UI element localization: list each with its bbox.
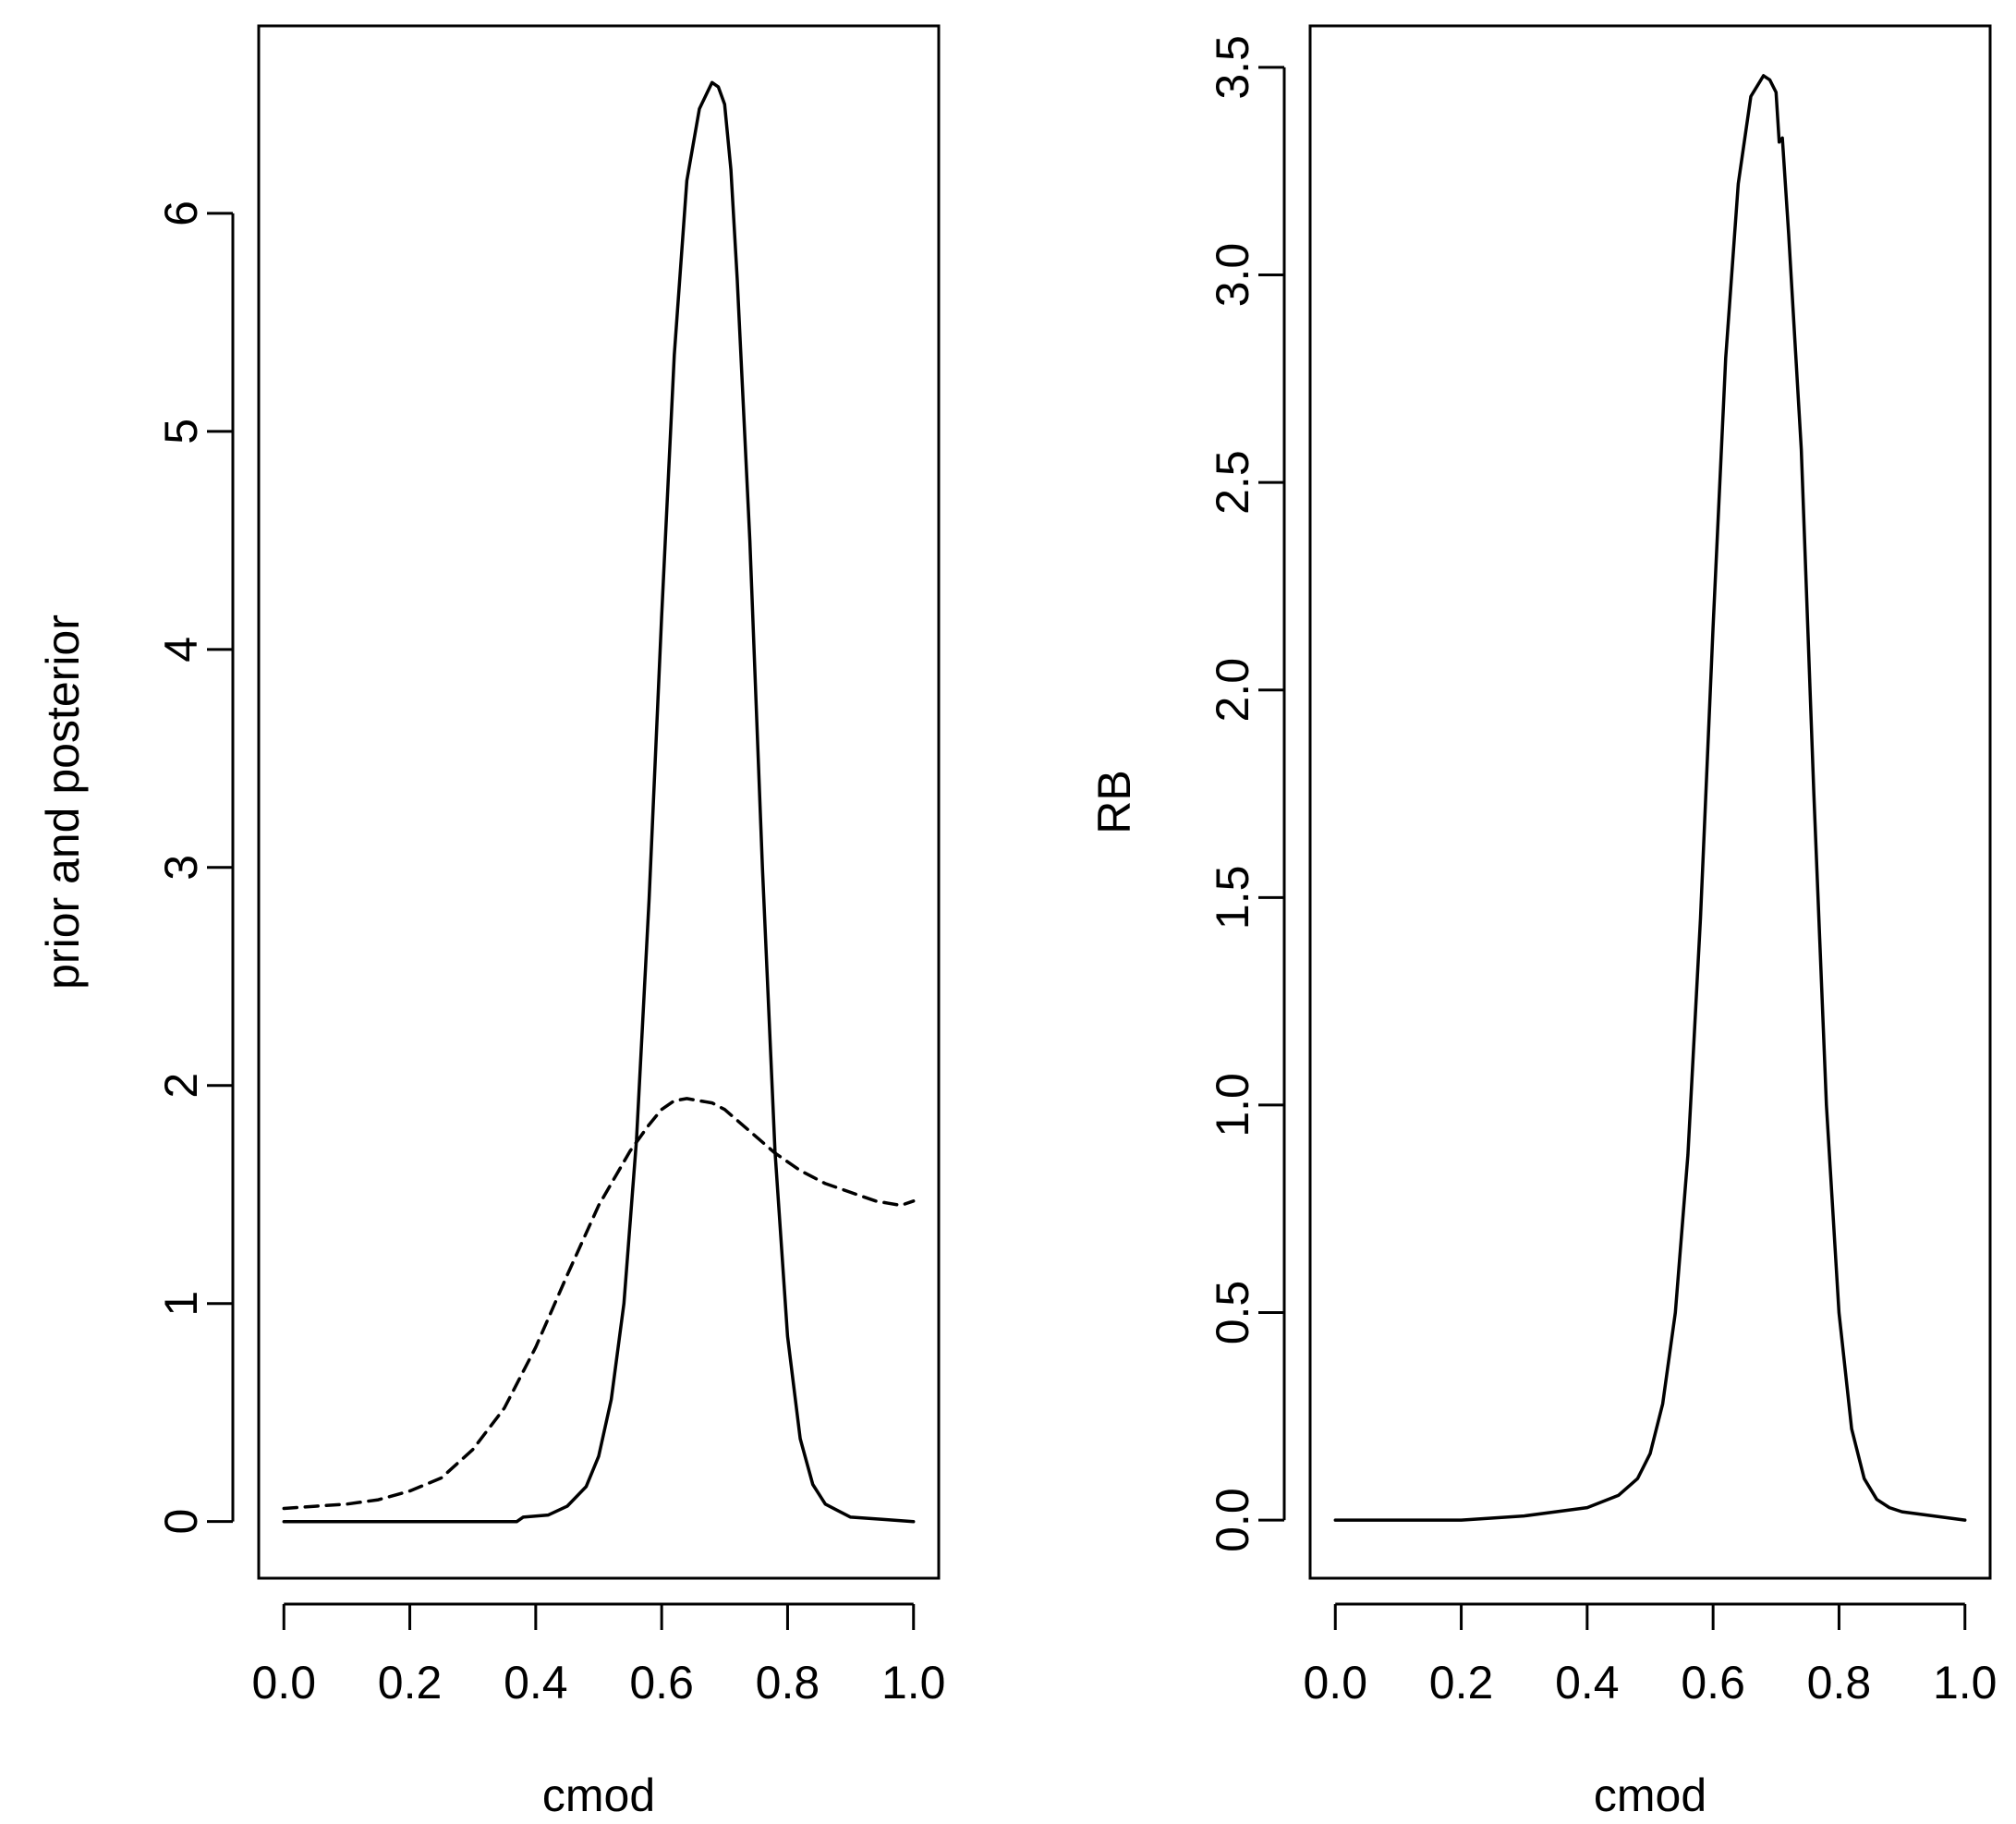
- x-tick-label: 0.4: [504, 1657, 568, 1708]
- x-tick-label: 0.2: [378, 1657, 443, 1708]
- y-tick-label: 2: [155, 1073, 207, 1099]
- x-tick-label: 0.0: [1304, 1657, 1368, 1708]
- y-tick-label: 3.0: [1207, 243, 1258, 308]
- plot-frame: [1308, 24, 1992, 1580]
- y-tick-label: 4: [155, 637, 207, 663]
- x-tick-label: 0.0: [252, 1657, 317, 1708]
- x-axis-label: cmod: [1594, 1769, 1706, 1821]
- solid-density-line: [1333, 74, 1967, 1522]
- y-tick-label: 5: [155, 419, 207, 444]
- x-tick-label: 1.0: [881, 1657, 946, 1708]
- x-tick-label: 0.6: [1681, 1657, 1745, 1708]
- x-tick-label: 0.8: [756, 1657, 820, 1708]
- y-tick-label: 2.0: [1207, 658, 1258, 723]
- x-tick-label: 0.4: [1555, 1657, 1620, 1708]
- plot-frame: [257, 24, 941, 1580]
- x-tick-label: 1.0: [1933, 1657, 1998, 1708]
- y-tick-label: 6: [155, 201, 207, 226]
- y-tick-label: 1.0: [1207, 1073, 1258, 1137]
- x-tick-label: 0.8: [1807, 1657, 1872, 1708]
- y-tick-label: 2.5: [1207, 450, 1258, 515]
- y-tick-label: 1: [155, 1291, 207, 1317]
- right-panel: 0.0 0.2 0.4 0.6 0.8 1.0 0.0 0.5 1.0 1.5 2.0 2.5 3.0 3…: [1088, 24, 1998, 1821]
- y-axis-label: prior and posterior: [37, 614, 89, 990]
- y-axis-label: RB: [1088, 770, 1140, 833]
- dashed-density-line: [282, 1097, 916, 1511]
- y-tick-label: 1.5: [1207, 866, 1258, 930]
- y-tick-label: 0: [155, 1509, 207, 1535]
- y-tick-label: 0.5: [1207, 1281, 1258, 1345]
- solid-density-line: [282, 80, 916, 1524]
- x-tick-label: 0.6: [629, 1657, 694, 1708]
- left-panel: 0.0 0.2 0.4 0.6 0.8 1.0 0 1 2 3 4 5 6 cmod prior and p…: [37, 24, 946, 1821]
- y-tick-label: 0.0: [1207, 1488, 1258, 1552]
- y-tick-label: 3.5: [1207, 35, 1258, 100]
- x-tick-label: 0.2: [1429, 1657, 1494, 1708]
- x-axis-label: cmod: [542, 1769, 655, 1821]
- y-tick-label: 3: [155, 855, 207, 881]
